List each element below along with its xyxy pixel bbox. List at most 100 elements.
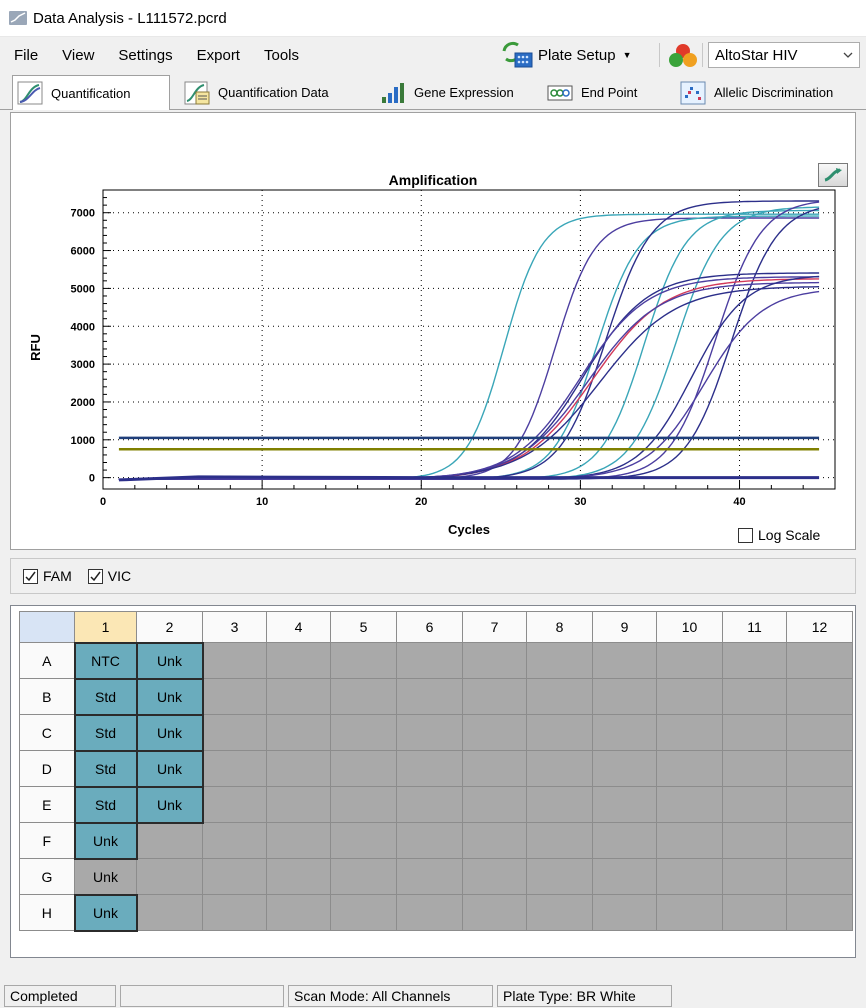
plate-well-empty[interactable] bbox=[786, 750, 853, 787]
plate-well-empty[interactable] bbox=[786, 714, 853, 751]
plate-well-empty[interactable] bbox=[330, 894, 397, 931]
vic-checkbox[interactable] bbox=[87, 568, 103, 584]
plate-well[interactable]: Std bbox=[73, 749, 138, 788]
plate-well[interactable]: Unk bbox=[135, 641, 204, 680]
plate-well-empty[interactable] bbox=[656, 714, 723, 751]
plate-well-empty[interactable] bbox=[592, 786, 657, 823]
plate-well-empty[interactable] bbox=[592, 858, 657, 895]
plate-well-empty[interactable] bbox=[592, 714, 657, 751]
plate-well-empty[interactable] bbox=[592, 750, 657, 787]
plate-well-empty[interactable] bbox=[786, 822, 853, 859]
plate-well-empty[interactable] bbox=[136, 858, 203, 895]
plate-well-empty[interactable] bbox=[592, 678, 657, 715]
plate-well-empty[interactable] bbox=[330, 678, 397, 715]
plate-well-empty[interactable] bbox=[202, 858, 267, 895]
plate-well-empty[interactable] bbox=[722, 750, 787, 787]
plate-well-empty[interactable] bbox=[656, 642, 723, 679]
plate-well-empty[interactable] bbox=[462, 678, 527, 715]
plate-well-empty[interactable] bbox=[202, 750, 267, 787]
channel-vic[interactable]: VIC bbox=[87, 568, 131, 584]
column-header[interactable]: 6 bbox=[396, 611, 463, 643]
plate-well-empty[interactable] bbox=[786, 894, 853, 931]
column-header[interactable]: 4 bbox=[266, 611, 331, 643]
menu-file[interactable]: File bbox=[14, 46, 39, 64]
column-header[interactable]: 2 bbox=[136, 611, 203, 643]
plate-well-empty[interactable] bbox=[526, 750, 593, 787]
plate-well-empty[interactable] bbox=[656, 786, 723, 823]
plate-well-empty[interactable] bbox=[202, 786, 267, 823]
plate-well[interactable]: Unk bbox=[135, 677, 204, 716]
plate-well[interactable]: Unk bbox=[135, 785, 204, 824]
menu-settings[interactable]: Settings bbox=[118, 46, 173, 64]
plate-well-empty[interactable] bbox=[330, 786, 397, 823]
fam-checkbox[interactable] bbox=[23, 568, 38, 584]
row-header[interactable]: C bbox=[19, 714, 75, 751]
plate-well-empty[interactable] bbox=[526, 642, 593, 679]
tab-gene-expression[interactable]: Gene Expression bbox=[376, 76, 542, 109]
plate-well-empty[interactable] bbox=[330, 642, 397, 679]
plate-well-empty[interactable] bbox=[202, 894, 267, 931]
plate-well-empty[interactable] bbox=[526, 678, 593, 715]
column-header[interactable]: 7 bbox=[462, 611, 527, 643]
plate-well-empty[interactable] bbox=[136, 822, 203, 859]
plate-well-empty[interactable] bbox=[202, 642, 267, 679]
tab-quantification-data[interactable]: Quantification Data bbox=[180, 76, 375, 109]
plate-well-empty[interactable] bbox=[526, 786, 593, 823]
plate-well-empty[interactable] bbox=[396, 786, 463, 823]
menu-export[interactable]: Export bbox=[196, 46, 240, 64]
plate-well-empty[interactable] bbox=[786, 642, 853, 679]
plate-well-empty[interactable] bbox=[266, 678, 331, 715]
tab-quantification[interactable]: Quantification bbox=[12, 75, 170, 110]
plate-well-empty[interactable] bbox=[656, 858, 723, 895]
plate-well-empty[interactable] bbox=[202, 714, 267, 751]
plate-well[interactable]: NTC bbox=[73, 641, 138, 680]
row-header[interactable]: D bbox=[19, 750, 75, 787]
plate-well-empty[interactable] bbox=[526, 714, 593, 751]
plate-well[interactable]: Std bbox=[73, 713, 138, 752]
plate-well-empty[interactable] bbox=[396, 858, 463, 895]
plate-well-empty[interactable] bbox=[330, 822, 397, 859]
plate-well-empty[interactable] bbox=[396, 894, 463, 931]
plate-well-empty[interactable] bbox=[266, 894, 331, 931]
plate-well-empty[interactable] bbox=[592, 822, 657, 859]
plate-well-empty[interactable] bbox=[722, 642, 787, 679]
plate-well-empty[interactable] bbox=[526, 858, 593, 895]
plate-well-empty[interactable] bbox=[786, 786, 853, 823]
plate-well-empty[interactable] bbox=[722, 786, 787, 823]
fluorophore-balls-icon[interactable] bbox=[667, 43, 699, 69]
plate-well-empty[interactable] bbox=[396, 642, 463, 679]
plate-well-empty[interactable] bbox=[462, 894, 527, 931]
row-header[interactable]: F bbox=[19, 822, 75, 859]
plate-well-empty[interactable] bbox=[722, 822, 787, 859]
plate-well-empty[interactable] bbox=[462, 642, 527, 679]
plate-well-empty[interactable] bbox=[462, 858, 527, 895]
plate-well-empty[interactable] bbox=[266, 786, 331, 823]
plate-well[interactable]: Unk bbox=[73, 893, 138, 932]
plate-well[interactable]: Unk bbox=[135, 749, 204, 788]
column-header[interactable]: 11 bbox=[722, 611, 787, 643]
plate-well-empty[interactable] bbox=[266, 750, 331, 787]
plate-well-empty[interactable] bbox=[396, 714, 463, 751]
plate-well-empty[interactable] bbox=[462, 786, 527, 823]
plate-well-empty[interactable] bbox=[786, 858, 853, 895]
plate-well-empty[interactable] bbox=[656, 750, 723, 787]
row-header[interactable]: B bbox=[19, 678, 75, 715]
plate-well-empty[interactable] bbox=[330, 750, 397, 787]
plate-well-empty[interactable] bbox=[202, 678, 267, 715]
plate-well-empty[interactable] bbox=[656, 894, 723, 931]
column-header[interactable]: 5 bbox=[330, 611, 397, 643]
plate-well-empty[interactable] bbox=[396, 822, 463, 859]
plate-well-empty[interactable] bbox=[330, 714, 397, 751]
plate-well-empty[interactable] bbox=[526, 894, 593, 931]
column-header[interactable]: 3 bbox=[202, 611, 267, 643]
plate-well[interactable]: Unk bbox=[74, 858, 137, 895]
tab-end-point[interactable]: End Point bbox=[543, 76, 674, 109]
column-header[interactable]: 10 bbox=[656, 611, 723, 643]
menu-tools[interactable]: Tools bbox=[263, 46, 300, 64]
plate-well-empty[interactable] bbox=[462, 750, 527, 787]
plate-well-empty[interactable] bbox=[722, 678, 787, 715]
plate-well-empty[interactable] bbox=[136, 894, 203, 931]
row-header[interactable]: E bbox=[19, 786, 75, 823]
column-header[interactable]: 1 bbox=[74, 611, 137, 643]
plate-well-empty[interactable] bbox=[266, 642, 331, 679]
